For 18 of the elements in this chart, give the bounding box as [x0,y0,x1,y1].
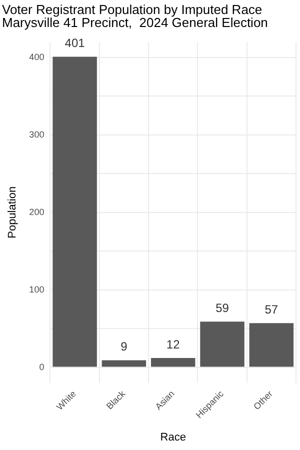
y-tick-label: 300 [29,129,44,140]
bar [52,56,97,367]
chart-title: Voter Registrant Population by Imputed Race [2,2,262,18]
bar [102,360,146,367]
y-tick-label: 200 [29,206,44,217]
data-label: 12 [166,337,180,352]
bar [249,323,294,367]
bar [150,358,196,367]
x-axis-title: Race [160,431,186,444]
data-label: 9 [120,340,128,354]
data-label: 401 [64,36,86,50]
y-tick-label: 0 [39,362,44,372]
data-label: 59 [216,300,230,315]
data-label: 57 [264,302,278,316]
bar [200,322,244,367]
y-tick-label: 400 [29,52,44,62]
y-tick-label: 100 [29,284,44,294]
y-axis-title: Population [6,186,19,238]
